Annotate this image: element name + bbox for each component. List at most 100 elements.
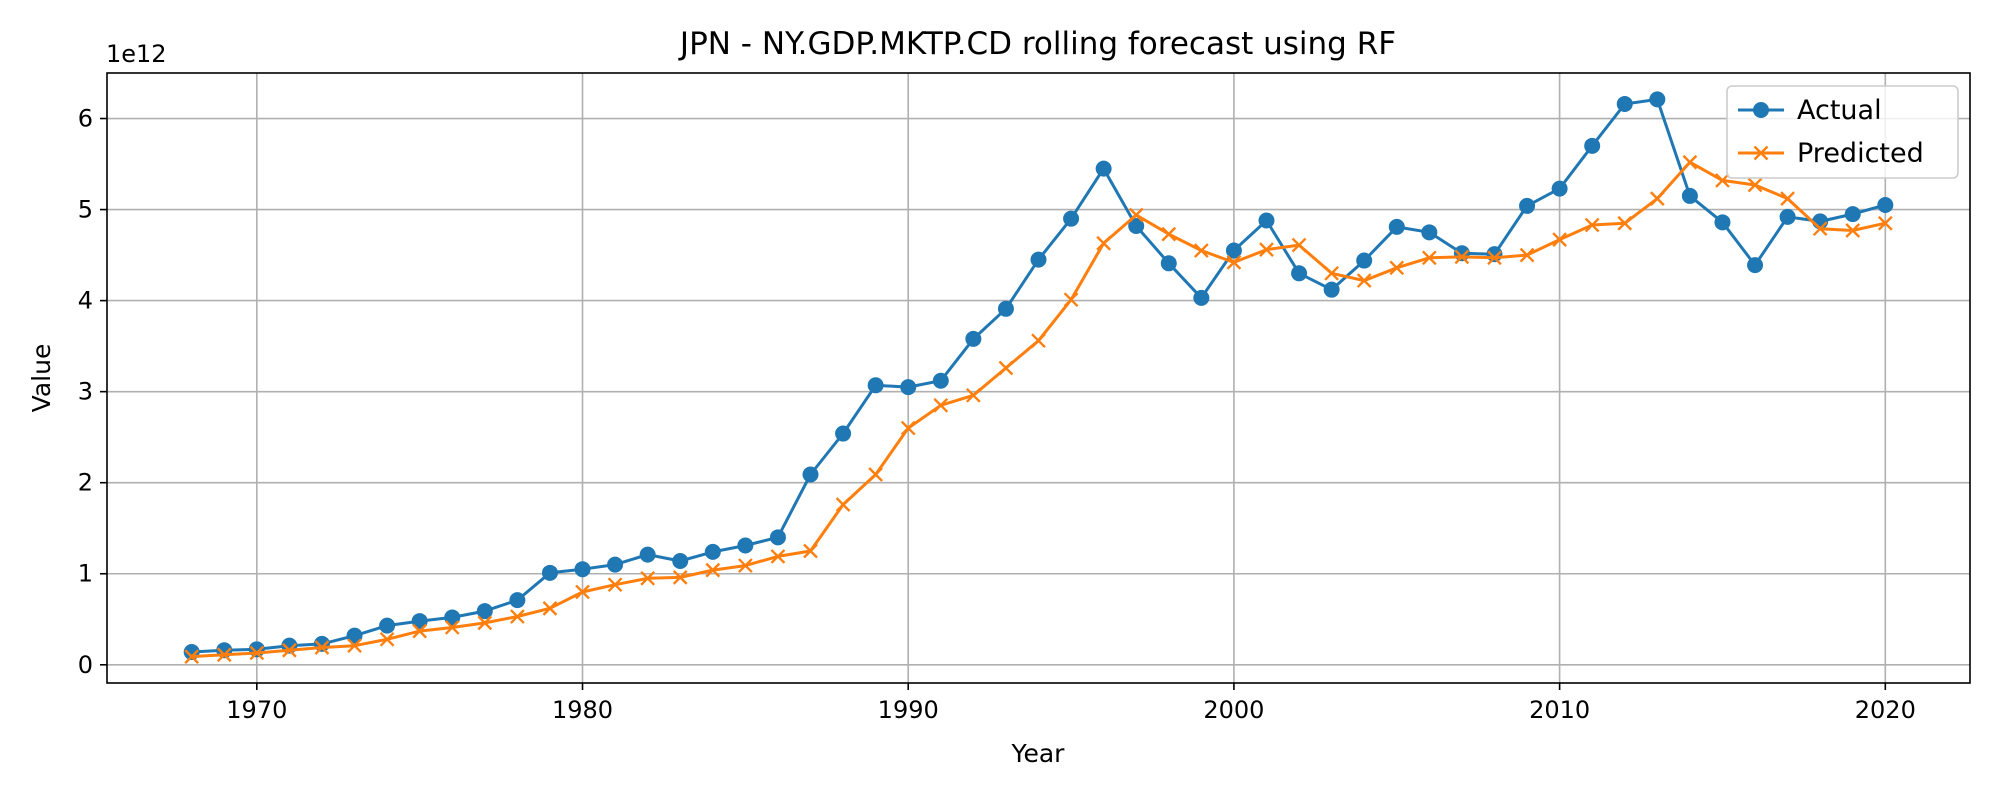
data-point-predicted <box>1877 215 1893 231</box>
data-point-actual <box>737 537 754 554</box>
data-point-actual <box>1128 217 1145 234</box>
data-point-actual <box>1388 218 1405 235</box>
data-point-predicted <box>900 420 916 436</box>
data-point-actual <box>769 529 786 546</box>
data-point-predicted <box>314 640 330 655</box>
series-line-actual <box>191 97 1886 654</box>
data-point-actual <box>1519 197 1536 214</box>
data-point-actual <box>509 592 526 609</box>
data-point-predicted <box>1161 226 1177 242</box>
legend-label-predicted: Predicted <box>1797 138 1924 169</box>
data-point-predicted <box>1226 255 1242 270</box>
data-point-actual <box>1616 95 1633 112</box>
data-point-predicted <box>998 360 1014 376</box>
y-offset-label: 1e12 <box>106 40 167 68</box>
data-point-predicted <box>1291 237 1307 253</box>
legend-label-actual: Actual <box>1797 95 1882 126</box>
data-point-predicted <box>1096 235 1111 251</box>
data-point-actual <box>1356 252 1373 269</box>
data-point-predicted <box>1715 173 1730 188</box>
data-point-actual <box>476 603 493 620</box>
data-point-actual <box>1291 265 1308 282</box>
plot-area-frame <box>106 72 1971 684</box>
data-point-predicted <box>835 497 851 512</box>
data-point-actual <box>1486 246 1503 263</box>
data-point-actual <box>672 553 689 569</box>
data-point-predicted <box>1584 217 1600 233</box>
data-point-actual <box>1193 289 1210 306</box>
data-point-actual <box>639 546 656 563</box>
data-point-actual <box>965 330 982 347</box>
data-point-predicted <box>1324 265 1339 281</box>
data-point-predicted <box>1063 292 1079 308</box>
data-point-predicted <box>770 549 786 564</box>
data-point-actual <box>1681 187 1698 204</box>
data-point-actual <box>379 617 396 634</box>
data-point-actual <box>1551 180 1568 197</box>
data-point-actual <box>802 466 819 483</box>
data-point-actual <box>411 613 428 630</box>
data-point-actual <box>574 561 591 578</box>
data-point-predicted <box>868 467 883 482</box>
data-point-predicted <box>803 543 818 559</box>
data-point-predicted <box>1552 232 1567 247</box>
data-point-predicted <box>1259 242 1274 257</box>
data-point-predicted <box>575 584 590 600</box>
data-point-actual <box>1323 281 1340 298</box>
axis-ticks: 1970 1980 1990 2000 2010 2020 0 1 2 3 4 5 6 <box>78 105 1916 724</box>
data-point-predicted <box>1747 177 1763 193</box>
data-point-predicted <box>477 615 493 631</box>
x-tick-label: 1970 <box>226 696 287 724</box>
data-point-predicted <box>1421 250 1437 266</box>
data-point-actual <box>607 556 624 573</box>
data-point-predicted <box>705 562 721 578</box>
x-tick-label: 1990 <box>878 696 939 724</box>
data-point-predicted <box>1519 247 1535 263</box>
data-point-actual <box>835 425 852 442</box>
data-point-actual <box>1877 197 1894 214</box>
data-point-actual <box>444 609 461 626</box>
data-point-actual <box>1779 208 1796 225</box>
data-point-actual <box>1714 214 1731 231</box>
data-point-predicted <box>510 609 525 624</box>
data-point-predicted <box>444 620 460 635</box>
data-point-actual <box>932 372 949 389</box>
data-point-predicted <box>1780 191 1795 206</box>
data-point-predicted <box>933 397 949 413</box>
data-point-predicted <box>1812 221 1828 237</box>
data-point-actual <box>1584 137 1601 154</box>
chart-title: JPN - NY.GDP.MKTP.CD rolling forecast us… <box>678 26 1396 62</box>
data-point-actual <box>997 300 1014 317</box>
data-point-actual <box>704 543 721 560</box>
data-point-actual <box>1258 212 1275 229</box>
y-tick-label: 4 <box>78 287 93 315</box>
data-point-predicted <box>1389 260 1405 276</box>
legend-marker-actual <box>1753 102 1769 118</box>
data-point-predicted <box>282 642 297 658</box>
y-tick-label: 6 <box>78 105 93 133</box>
y-axis-title: Value <box>27 344 56 413</box>
data-point-actual <box>541 564 558 581</box>
data-point-actual <box>867 377 884 394</box>
series-line-predicted <box>191 160 1886 659</box>
data-point-predicted <box>1617 215 1633 231</box>
data-point-predicted <box>1031 333 1046 349</box>
data-point-predicted <box>672 570 688 585</box>
series-predicted <box>184 154 1893 664</box>
data-point-actual <box>1095 160 1112 177</box>
data-point-actual <box>346 627 363 644</box>
data-point-predicted <box>640 570 656 586</box>
y-tick-label: 3 <box>78 378 93 406</box>
data-point-actual <box>1160 255 1177 272</box>
legend-box <box>1726 85 1959 179</box>
legend-marker-predicted <box>1753 145 1769 161</box>
x-axis-title: Year <box>1011 739 1066 768</box>
data-point-predicted <box>738 558 753 573</box>
data-point-actual <box>1649 91 1666 108</box>
x-tick-label: 2000 <box>1203 696 1264 724</box>
data-point-predicted <box>1649 191 1665 206</box>
data-point-predicted <box>412 623 428 639</box>
y-tick-label: 2 <box>78 469 93 497</box>
data-point-predicted <box>1682 154 1698 170</box>
data-point-actual <box>1844 206 1861 223</box>
